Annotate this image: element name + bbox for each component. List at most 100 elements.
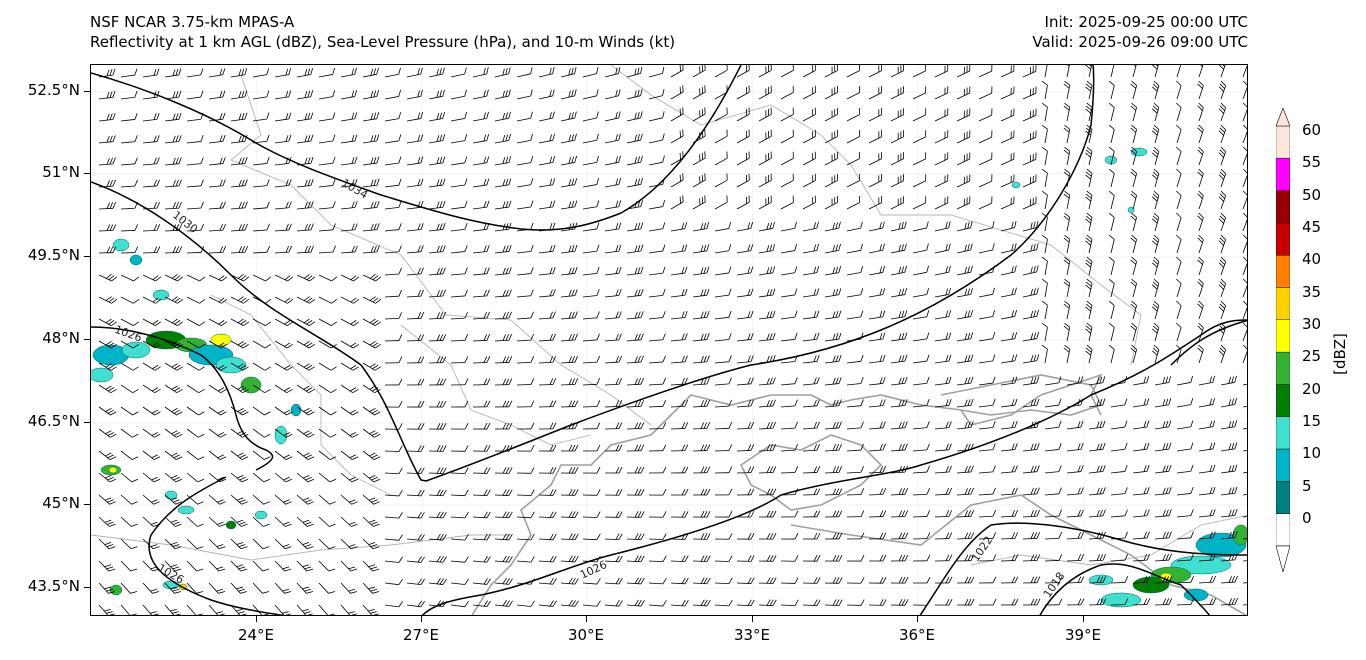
wind-barb (978, 243, 995, 254)
wind-barb (1132, 376, 1150, 386)
wind-barb (956, 598, 975, 606)
wind-barb (604, 111, 621, 122)
wind-barb (1044, 65, 1048, 78)
wind-barb (670, 333, 688, 342)
wind-barb (868, 243, 885, 254)
colorbar-tick-label: 50 (1302, 186, 1322, 204)
wind-barb (186, 340, 205, 349)
wind-barb (318, 156, 336, 166)
wind-barb (604, 244, 622, 254)
wind-barb (1000, 221, 1017, 232)
wind-barb (538, 378, 557, 386)
wind-barb (274, 450, 293, 460)
wind-barb (890, 221, 907, 232)
wind-barb (670, 129, 684, 144)
wind-barb (604, 155, 621, 166)
colorbar-segment (1276, 319, 1290, 353)
wind-barb (472, 178, 490, 188)
wind-barb (846, 195, 860, 210)
wind-barb (846, 421, 864, 430)
wind-barb (538, 67, 555, 78)
wind-barb (890, 86, 905, 100)
colorbar-segment (1276, 158, 1290, 191)
wind-barb (384, 89, 401, 100)
wind-barb (1063, 234, 1071, 254)
wind-barb (868, 196, 882, 210)
wind-barb (516, 200, 534, 210)
wind-barb (780, 532, 799, 540)
wind-barb (274, 223, 292, 232)
wind-barb (296, 538, 314, 550)
wind-barb (340, 384, 359, 394)
wind-barb (978, 598, 997, 606)
colorbar-tick-label: 10 (1302, 444, 1322, 462)
wind-barb (868, 354, 886, 364)
wind-barb (186, 538, 204, 550)
wind-barb (428, 289, 446, 298)
wind-barb (1022, 309, 1039, 320)
wind-barb (384, 356, 403, 364)
wind-barb (1242, 603, 1247, 606)
wind-barb (472, 67, 489, 78)
wind-barb (318, 296, 338, 304)
wind-barb (450, 445, 469, 452)
wind-barb (1110, 398, 1128, 408)
wind-barb (934, 465, 952, 474)
lat-tick (84, 91, 90, 92)
wind-barb (824, 377, 842, 386)
wind-barb (846, 151, 860, 166)
wind-barb (1242, 256, 1247, 276)
wind-barb (582, 222, 600, 232)
wind-barb (406, 156, 424, 166)
wind-barb (296, 245, 314, 254)
wind-barb (318, 178, 336, 188)
wind-barb (472, 445, 491, 452)
wind-barb (230, 494, 248, 505)
wind-barb (802, 355, 820, 364)
lon-tick (917, 616, 918, 622)
reflectivity-cell (109, 584, 123, 596)
colorbar-tick-label: 0 (1302, 509, 1312, 527)
wind-barb (1041, 344, 1048, 364)
wind-barb (186, 179, 204, 188)
wind-barb (934, 174, 949, 188)
wind-barb (340, 112, 358, 122)
wind-barb (1000, 108, 1015, 122)
wind-barb (1130, 102, 1137, 122)
wind-barb (230, 362, 249, 371)
wind-barb (1044, 487, 1062, 496)
wind-barb (1220, 420, 1238, 430)
wind-barb (1151, 278, 1160, 298)
wind-barb (274, 340, 293, 349)
wind-barb (1022, 420, 1040, 430)
wind-barb (516, 289, 534, 298)
wind-barb (1175, 278, 1182, 298)
wind-barb (538, 467, 557, 474)
wind-barb (758, 466, 777, 474)
colorbar-tick-label: 60 (1302, 121, 1322, 139)
wind-barb (1154, 598, 1173, 606)
wind-barb (714, 533, 733, 540)
wind-barb (1022, 287, 1039, 298)
wind-barb (582, 600, 601, 607)
wind-barb (516, 244, 534, 254)
wind-barb (296, 318, 316, 327)
wind-barb (296, 406, 315, 416)
wind-barb (1132, 598, 1151, 606)
wind-barb (582, 244, 600, 254)
wind-barb (1197, 300, 1204, 320)
wind-barb (670, 577, 689, 585)
wind-barb (758, 244, 776, 254)
wind-barb (780, 107, 794, 122)
wind-barb (780, 173, 794, 188)
wind-barb (1022, 465, 1040, 474)
wind-barb (142, 318, 162, 327)
wind-barb (428, 134, 446, 144)
wind-barb (1066, 465, 1084, 474)
wind-barb (736, 377, 754, 386)
wind-barb (692, 533, 711, 540)
wind-barb (890, 130, 905, 144)
wind-barb (164, 362, 183, 371)
wind-barb (714, 310, 732, 320)
wind-barb (1066, 598, 1085, 606)
